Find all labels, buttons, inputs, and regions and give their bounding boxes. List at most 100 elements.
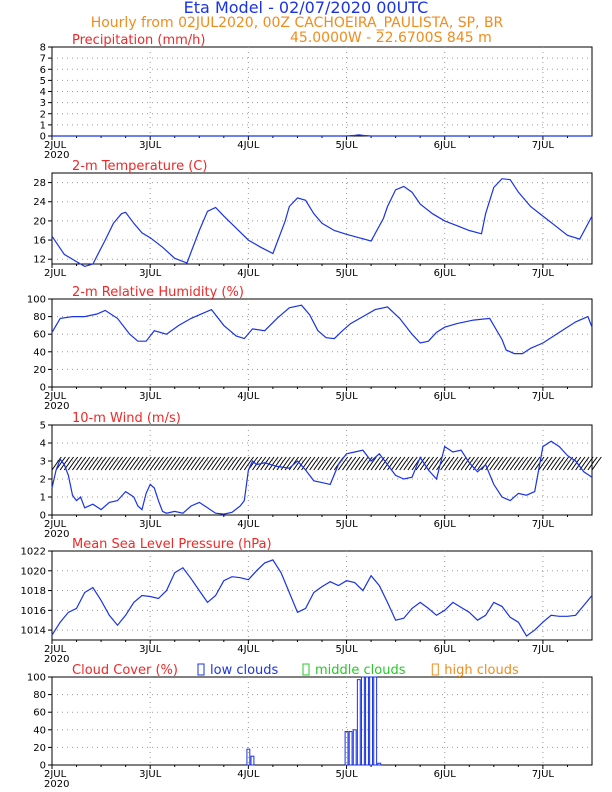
y-tick-label: 20 [33,216,46,227]
cloud-bar [246,748,251,766]
x-tick-label: 4JUL [237,391,260,402]
x-tick-label: 4JUL [237,140,260,151]
wind-barb [215,460,223,471]
wind-barb-flag [201,456,205,462]
series-line-pressure [51,559,593,637]
wind-barb-flag [164,456,169,462]
y-tick-label: 1 [40,120,46,131]
wind-barb-flag [188,456,193,462]
x-tick-label: 6JUL [434,391,457,402]
x-year-label: 2020 [44,779,69,790]
wind-barb-flag [364,456,369,462]
wind-barb [162,460,170,471]
wind-barb-flag [426,456,430,462]
wind-barb [517,460,526,471]
wind-barb-flag [66,456,70,462]
y-tick-label: 8 [40,43,46,54]
wind-barb-flag [254,456,259,462]
wind-barb-flag [356,456,361,462]
wind-barb-flag [491,456,496,462]
wind-barb-flag [438,456,443,462]
wind-barb-flag [205,456,209,462]
wind-barb-flag [401,456,406,462]
wind-barb-flag [237,456,242,462]
wind-barb [301,460,309,471]
wind-barb [260,460,268,471]
wind-barb [198,460,206,471]
wind-barb-flag [487,456,492,462]
wind-barb [121,460,129,471]
wind-barb [166,460,174,471]
wind-barb [223,460,231,471]
wind-barb-flag [180,456,185,462]
cloud-bar [356,679,361,766]
wind-barb-flag [135,456,140,462]
y-tick-label: 28 [33,178,46,189]
wind-barb [284,460,292,471]
x-tick-label: 5JUL [335,519,358,530]
wind-barb [219,460,227,471]
wind-barb [125,460,133,471]
x-tick-label: 2JUL [44,644,67,655]
wind-barb [84,460,92,471]
wind-barb [313,460,321,471]
wind-barb-flag [70,456,74,462]
wind-barb [501,460,509,471]
wind-barb [321,460,329,471]
wind-barb [391,460,399,471]
wind-barb-flag [528,456,533,462]
y-tick-label: 0 [40,761,46,772]
wind-barb [538,460,546,471]
x-tick-label: 6JUL [434,140,457,151]
wind-barb [378,460,386,471]
wind-barb [342,460,350,471]
wind-barb-flag [544,456,549,462]
wind-barb [235,460,243,471]
wind-barb-flag [565,456,569,462]
wind-barb [583,460,591,471]
wind-barb [526,460,534,471]
chart-subtitle-location: Hourly from 02JUL2020, 00Z CACHOEIRA_PAU… [91,15,504,31]
x-tick-label: 6JUL [434,519,457,530]
wind-barb-flag [299,456,304,462]
series-line-humidity [51,304,593,355]
wind-barb [399,460,407,471]
wind-barb-flag [250,456,254,462]
y-tick-label: 0 [40,383,46,394]
wind-barb [554,460,562,471]
x-tick-label: 3JUL [139,268,162,279]
y-tick-label: 1020 [21,566,46,577]
wind-barb-flag [225,456,230,462]
wind-barb-flag [233,456,238,462]
wind-barb-flag [278,456,283,462]
wind-barb [522,460,530,471]
x-tick-label: 4JUL [237,519,260,530]
wind-barb-flag [405,456,410,462]
wind-barb-flag [446,456,451,462]
wind-barb [464,460,472,471]
panel-title: 10-m Wind (m/s) [72,411,181,426]
wind-barb [354,460,362,471]
wind-barb-flag [520,456,524,462]
panel-cloud: 0 20 40 60 80 100 2JUL 3JUL 4JUL 5JUL 6JUL 7JUL 2020… [27,663,593,790]
panel-title: 2-m Temperature (C) [72,159,207,174]
wind-barb [96,460,104,471]
wind-barb-flag [323,456,328,462]
wind-barb-flag [569,456,574,462]
legend-swatch [302,663,310,676]
wind-barb-flag [479,456,484,462]
wind-barb-flag [209,456,214,462]
cloud-bar [344,731,349,766]
wind-barb [141,460,149,471]
wind-barb-flag [524,456,529,462]
wind-barb [403,460,411,471]
y-tick-label: 7 [40,54,46,65]
cloud-bar [360,676,365,766]
wind-barb-flag [471,456,475,462]
wind-barb-flag [74,456,79,462]
wind-barb-flag [94,456,99,462]
wind-barb-flag [413,456,418,462]
wind-barb-flag [102,456,107,462]
y-tick-label: 3 [40,457,46,468]
panel-frame [51,676,593,766]
